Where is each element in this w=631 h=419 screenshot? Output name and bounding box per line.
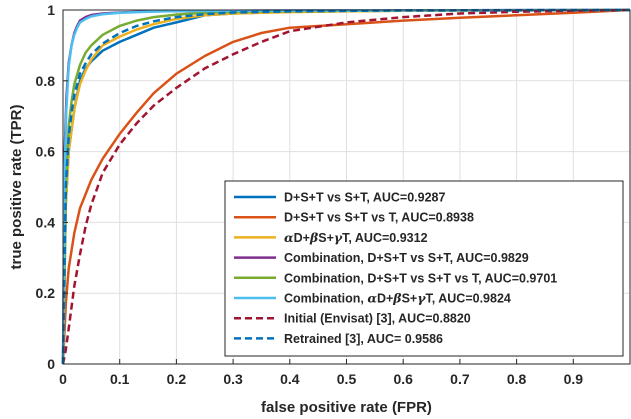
legend-greek-symbol: γ — [334, 230, 343, 245]
legend-text-part: D+ — [377, 292, 393, 306]
x-tick-label: 0.9 — [564, 371, 584, 387]
legend-entry: D+S+T vs S+T, AUC=0.9287 — [284, 191, 445, 205]
x-tick-label: 0.7 — [450, 371, 470, 387]
legend-text-part: D+ — [294, 231, 310, 245]
x-tick-label: 0.6 — [393, 371, 413, 387]
legend-text-part: Combination, — [284, 292, 367, 306]
series-line-6 — [61, 8, 631, 365]
legend-entry: Retrained [3], AUC= 0.9586 — [284, 332, 443, 346]
y-tick-label: 0.2 — [36, 285, 56, 301]
series-line-2 — [61, 8, 631, 365]
x-axis-label: false positive rate (FPR) — [261, 399, 432, 416]
x-tick-label: 0.5 — [337, 371, 357, 387]
plot-lines — [61, 8, 631, 365]
legend-text-part: D+S+T vs S+T, AUC=0.9287 — [284, 191, 445, 205]
x-tick-label: 0.4 — [280, 371, 300, 387]
legend-greek-symbol: β — [392, 291, 402, 306]
legend-entry: Combination, αD+βS+γT, AUC=0.9824 — [284, 291, 511, 306]
x-tick-label: 0.8 — [507, 371, 527, 387]
legend-text-part: Initial (Envisat) [3], AUC=0.8820 — [284, 312, 471, 326]
legend-greek-symbol: γ — [417, 291, 426, 306]
legend-text-part: T, AUC=0.9824 — [426, 292, 511, 306]
x-tick-label: 0.3 — [223, 371, 243, 387]
legend-text-part: Retrained [3], AUC= 0.9586 — [284, 332, 443, 346]
legend-entry: αD+βS+γT, AUC=0.9312 — [284, 230, 428, 245]
legend-greek-symbol: α — [284, 230, 294, 245]
legend: D+S+T vs S+T, AUC=0.9287 D+S+T vs S+T vs … — [224, 180, 624, 357]
legend-entry: D+S+T vs S+T vs T, AUC=0.8938 — [284, 211, 474, 225]
legend-entry: Combination, D+S+T vs S+T vs T, AUC=0.97… — [284, 271, 557, 285]
legend-greek-symbol: β — [309, 230, 319, 245]
y-tick-label: 0 — [47, 356, 55, 372]
legend-text-part: S+ — [402, 292, 418, 306]
series-line-8 — [61, 8, 631, 365]
legend-entry: Combination, D+S+T vs S+T, AUC=0.9829 — [284, 251, 529, 265]
legend-text-part: Combination, D+S+T vs S+T vs T, AUC=0.97… — [284, 271, 557, 285]
y-tick-label: 0.8 — [36, 73, 56, 89]
legend-greek-symbol: α — [367, 291, 377, 306]
series-line-7 — [61, 8, 631, 365]
x-tick-label: 0 — [59, 371, 67, 387]
x-tick-label: 0.1 — [110, 371, 130, 387]
y-tick-label: 0.6 — [36, 144, 56, 160]
axis-ticks: 0 0.1 0.2 0.3 0.4 0.5 0.6 0.7 0.8 0.9 0 0.2 0.4 0.6 0.… — [36, 2, 584, 387]
legend-text-part: D+S+T vs S+T vs T, AUC=0.8938 — [284, 211, 474, 225]
y-tick-label: 0.4 — [36, 214, 56, 230]
y-tick-label: 1 — [47, 2, 55, 18]
legend-box — [224, 180, 624, 357]
legend-text-part: Combination, D+S+T vs S+T, AUC=0.9829 — [284, 251, 529, 265]
y-axis-label: true positive rate (TPR) — [8, 104, 25, 269]
legend-text-part: S+ — [318, 231, 334, 245]
x-tick-label: 0.2 — [167, 371, 187, 387]
legend-entry: Initial (Envisat) [3], AUC=0.8820 — [284, 312, 471, 326]
legend-text-part: T, AUC=0.9312 — [342, 231, 427, 245]
